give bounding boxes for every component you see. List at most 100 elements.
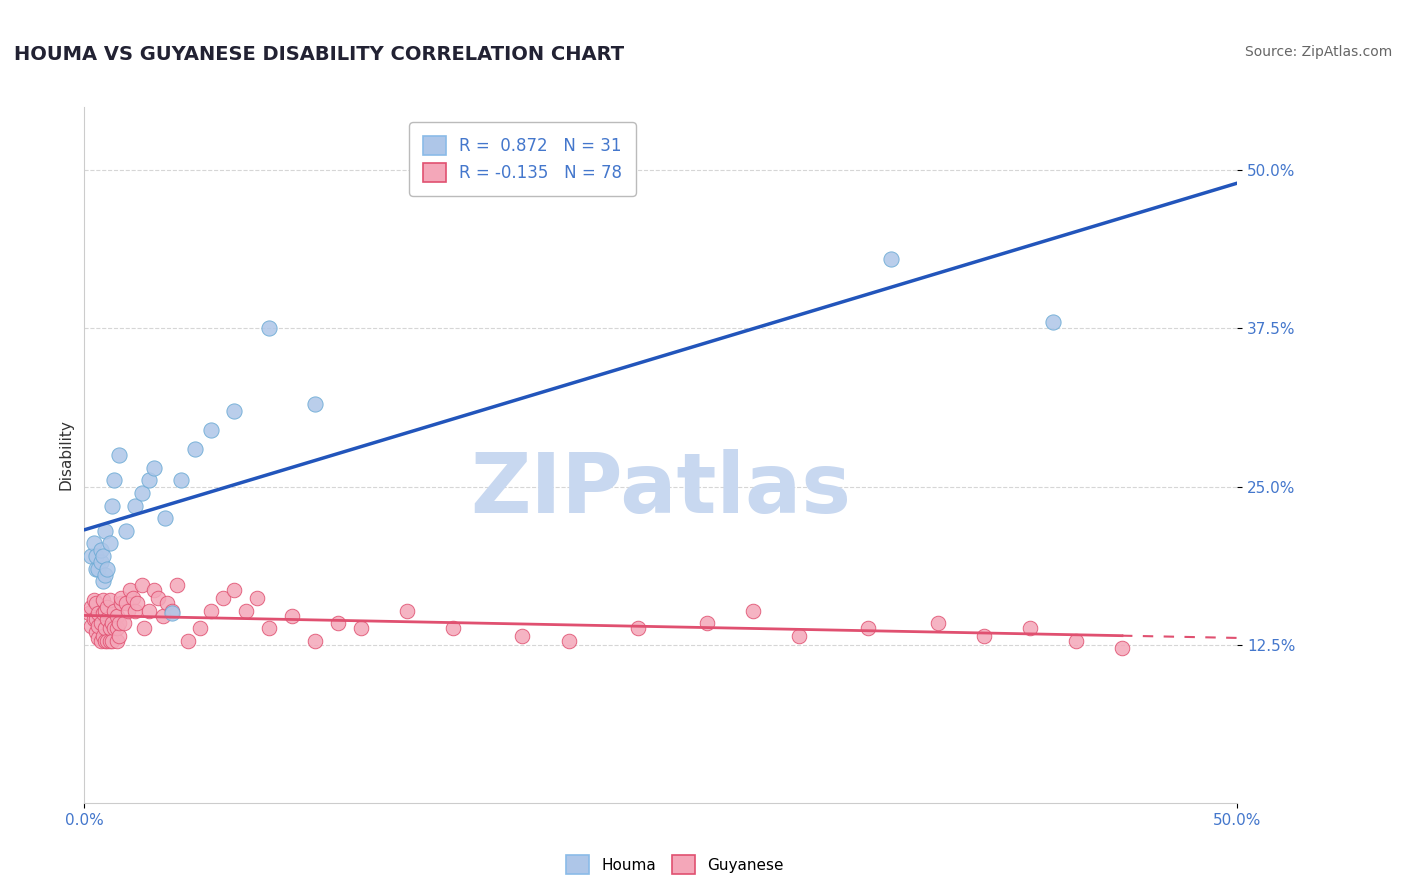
Point: [94, 568, 117, 582]
Point: [166, 578, 188, 592]
Point: [84, 562, 107, 576]
Point: [94, 633, 117, 648]
Point: [787, 629, 810, 643]
Point: [84, 596, 107, 610]
Point: [87, 606, 110, 620]
Point: [138, 603, 160, 617]
Point: [131, 578, 153, 592]
Point: [98, 593, 121, 607]
Point: [304, 633, 326, 648]
Point: [138, 473, 160, 487]
Point: [83, 593, 105, 607]
Point: [103, 603, 125, 617]
Point: [91, 574, 114, 589]
Point: [101, 499, 124, 513]
Point: [224, 583, 246, 598]
Point: [96, 599, 118, 614]
Point: [103, 621, 125, 635]
Point: [96, 562, 118, 576]
Point: [91, 629, 114, 643]
Point: [115, 524, 138, 538]
Point: [124, 499, 146, 513]
Point: [89, 633, 111, 648]
Point: [396, 603, 419, 617]
Point: [120, 583, 142, 598]
Point: [627, 621, 650, 635]
Point: [84, 549, 107, 563]
Point: [512, 629, 534, 643]
Point: [108, 629, 131, 643]
Point: [257, 321, 280, 335]
Point: [117, 603, 139, 617]
Point: [87, 618, 110, 632]
Point: [101, 633, 124, 648]
Point: [91, 593, 114, 607]
Point: [160, 606, 183, 620]
Point: [170, 473, 193, 487]
Point: [80, 618, 103, 632]
Point: [304, 397, 326, 411]
Y-axis label: Disability: Disability: [58, 419, 73, 491]
Point: [134, 621, 156, 635]
Point: [156, 596, 179, 610]
Point: [927, 616, 949, 631]
Point: [87, 632, 110, 646]
Point: [94, 603, 117, 617]
Point: [94, 524, 117, 538]
Point: [152, 608, 174, 623]
Text: Source: ZipAtlas.com: Source: ZipAtlas.com: [1244, 45, 1392, 59]
Point: [350, 621, 373, 635]
Point: [1111, 641, 1133, 656]
Point: [98, 536, 121, 550]
Point: [880, 252, 903, 266]
Point: [110, 591, 132, 605]
Point: [441, 621, 464, 635]
Point: [160, 603, 183, 617]
Point: [103, 473, 125, 487]
Point: [973, 629, 995, 643]
Point: [108, 616, 131, 631]
Point: [211, 591, 233, 605]
Point: [131, 486, 153, 500]
Point: [115, 596, 138, 610]
Point: [224, 403, 246, 417]
Point: [200, 603, 222, 617]
Point: [127, 596, 149, 610]
Point: [77, 606, 100, 620]
Point: [89, 616, 111, 631]
Point: [557, 633, 579, 648]
Point: [188, 621, 211, 635]
Point: [112, 616, 135, 631]
Point: [87, 562, 110, 576]
Point: [696, 616, 718, 631]
Point: [105, 608, 128, 623]
Point: [1064, 633, 1087, 648]
Point: [121, 591, 143, 605]
Point: [80, 599, 103, 614]
Point: [101, 616, 124, 631]
Point: [83, 536, 105, 550]
Point: [94, 621, 117, 635]
Point: [84, 612, 107, 626]
Point: [1042, 315, 1064, 329]
Text: HOUMA VS GUYANESE DISABILITY CORRELATION CHART: HOUMA VS GUYANESE DISABILITY CORRELATION…: [14, 45, 624, 63]
Text: ZIPatlas: ZIPatlas: [471, 450, 851, 530]
Legend: Houma, Guyanese: Houma, Guyanese: [561, 849, 789, 880]
Point: [146, 591, 169, 605]
Point: [326, 616, 349, 631]
Point: [96, 633, 118, 648]
Point: [105, 633, 128, 648]
Point: [84, 625, 107, 640]
Point: [177, 633, 200, 648]
Point: [142, 583, 165, 598]
Point: [1018, 621, 1040, 635]
Point: [858, 621, 880, 635]
Point: [235, 603, 257, 617]
Legend: R =  0.872   N = 31, R = -0.135   N = 78: R = 0.872 N = 31, R = -0.135 N = 78: [409, 122, 636, 196]
Point: [246, 591, 269, 605]
Point: [281, 608, 304, 623]
Point: [91, 606, 114, 620]
Point: [257, 621, 280, 635]
Point: [108, 448, 131, 462]
Point: [96, 612, 118, 626]
